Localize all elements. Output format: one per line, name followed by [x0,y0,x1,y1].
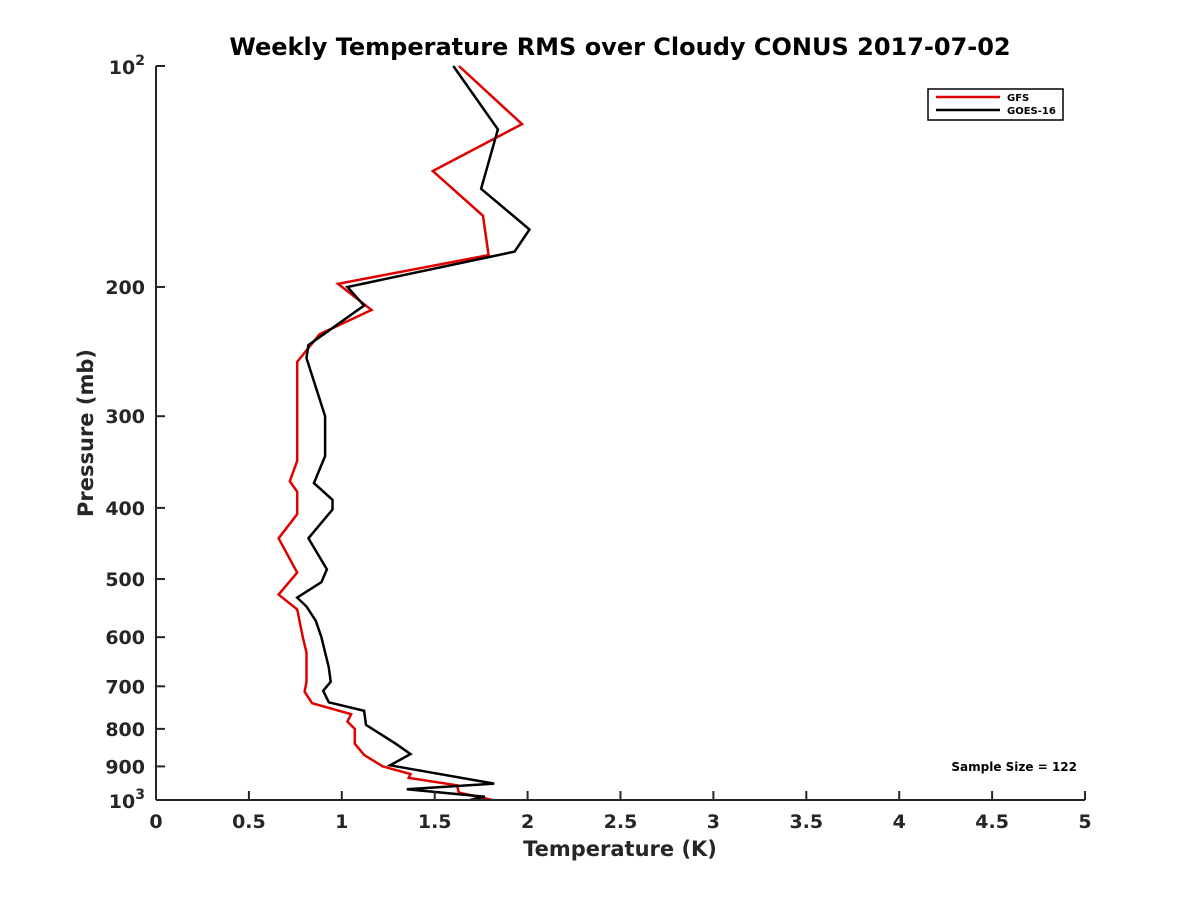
y-tick-exponent: 3 [135,787,145,803]
x-tick-label: 3.5 [789,811,823,833]
legend: GFS GOES-16 [927,88,1064,121]
series-layer [276,65,532,802]
y-tick-label: 200 [105,277,145,299]
y-axis-label: Pressure (mb) [74,349,98,517]
sample-size-annotation: Sample Size = 122 [951,760,1077,774]
y-tick-label: 900 [105,756,145,778]
plot-area [156,66,1085,800]
legend-label-goes-16: GOES-16 [1007,106,1056,117]
legend-box [927,88,1064,121]
x-tick-label: 4.5 [975,811,1009,833]
y-tick-label: 102 [109,53,145,79]
y-tick-label: 700 [105,676,145,698]
y-tick-base: 10 [109,57,135,79]
y-tick-label: 400 [105,498,145,520]
legend-label-gfs: GFS [1007,93,1029,104]
y-tick-label: 600 [105,627,145,649]
x-tick-label: 1 [335,811,348,833]
x-tick-label: 1.5 [418,811,452,833]
axes-background [156,66,1085,800]
x-tick-label: 3 [707,811,720,833]
x-tick-label: 2 [521,811,534,833]
y-tick-exponent: 2 [135,53,145,69]
y-tick-base: 10 [109,791,135,813]
y-tick-label: 500 [105,569,145,591]
x-tick-label: 0 [149,811,162,833]
x-tick-label: 5 [1078,811,1091,833]
x-tick-label: 2.5 [604,811,638,833]
x-axis-label: Temperature (K) [523,837,717,861]
y-tick-label: 300 [105,406,145,428]
x-tick-label: 4 [893,811,906,833]
x-ticks: 0 0.5 1 1.5 2 2.5 3 3.5 4 4.5 5 [149,791,1092,833]
chart-title: Weekly Temperature RMS over Cloudy CONUS… [229,33,1010,61]
x-tick-label: 0.5 [232,811,266,833]
y-tick-label: 103 [109,787,145,813]
y-tick-label: 800 [105,719,145,741]
series-line-goes-16 [295,65,532,802]
